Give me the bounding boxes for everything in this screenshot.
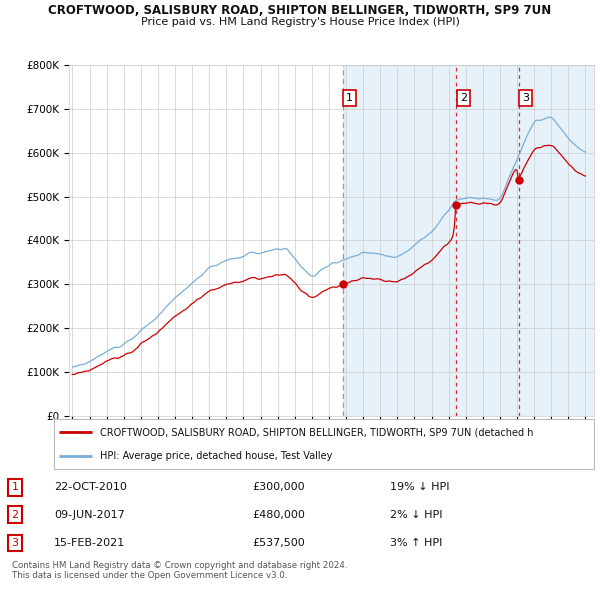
Text: 3: 3 xyxy=(11,538,19,548)
Text: 22-OCT-2010: 22-OCT-2010 xyxy=(54,483,127,493)
Text: HPI: Average price, detached house, Test Valley: HPI: Average price, detached house, Test… xyxy=(100,451,332,461)
Text: 2: 2 xyxy=(11,510,19,520)
Text: 3% ↑ HPI: 3% ↑ HPI xyxy=(390,538,442,548)
Text: 2: 2 xyxy=(460,93,467,103)
Bar xyxy=(343,65,600,416)
Text: 15-FEB-2021: 15-FEB-2021 xyxy=(54,538,125,548)
Text: 1: 1 xyxy=(346,93,353,103)
Text: £300,000: £300,000 xyxy=(252,483,305,493)
Text: Price paid vs. HM Land Registry's House Price Index (HPI): Price paid vs. HM Land Registry's House … xyxy=(140,17,460,27)
Text: £480,000: £480,000 xyxy=(252,510,305,520)
Text: 3: 3 xyxy=(522,93,529,103)
Text: 1: 1 xyxy=(11,483,19,493)
Text: 09-JUN-2017: 09-JUN-2017 xyxy=(54,510,125,520)
Text: 19% ↓ HPI: 19% ↓ HPI xyxy=(390,483,449,493)
Text: 2% ↓ HPI: 2% ↓ HPI xyxy=(390,510,443,520)
Text: £537,500: £537,500 xyxy=(252,538,305,548)
Text: CROFTWOOD, SALISBURY ROAD, SHIPTON BELLINGER, TIDWORTH, SP9 7UN: CROFTWOOD, SALISBURY ROAD, SHIPTON BELLI… xyxy=(49,4,551,17)
Text: CROFTWOOD, SALISBURY ROAD, SHIPTON BELLINGER, TIDWORTH, SP9 7UN (detached h: CROFTWOOD, SALISBURY ROAD, SHIPTON BELLI… xyxy=(100,427,533,437)
Text: Contains HM Land Registry data © Crown copyright and database right 2024.
This d: Contains HM Land Registry data © Crown c… xyxy=(12,560,347,580)
